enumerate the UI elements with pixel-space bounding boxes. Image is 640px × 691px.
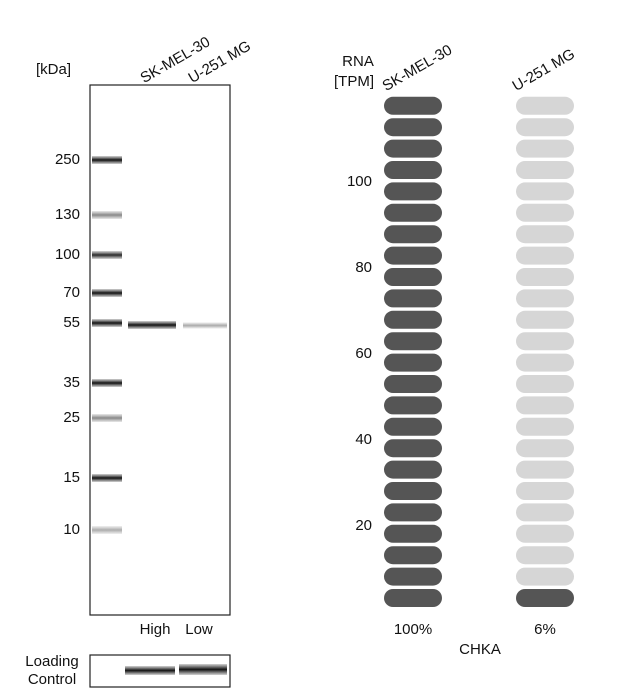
tpm-pill [516,524,574,543]
y-tick-label: 60 [355,345,372,362]
tpm-pill [516,417,574,436]
tpm-pill [516,460,574,479]
tpm-pill [516,203,574,222]
marker-label: 35 [63,374,80,391]
tpm-pill [516,289,574,308]
unit-label: [kDa] [36,61,71,78]
sample-label: U-251 MG [509,46,577,95]
marker-label: 10 [63,521,80,538]
ladder-band [92,251,122,259]
tpm-pill [384,161,442,179]
band [179,664,227,675]
tpm-pill [516,546,574,565]
band [128,321,176,329]
tpm-pill [516,310,574,329]
ladder-band [92,379,122,387]
tpm-pill [516,375,574,393]
sample-label: SK-MEL-30 [379,41,455,94]
gene-label: CHKA [459,641,501,658]
tpm-pill [516,589,574,607]
ladder-band [92,211,122,219]
tpm-pill [384,417,442,436]
tpm-pill [516,567,574,586]
tpm-pill [384,268,442,286]
percent-label: 100% [394,621,432,638]
band [125,666,175,675]
loading-label: Control [28,671,76,688]
tpm-pill [384,118,442,137]
ladder-band [92,319,122,327]
ladder-band [92,289,122,297]
percent-label: 6% [534,621,556,638]
tpm-pill [516,246,574,265]
tpm-pill [516,396,574,415]
tpm-pill [516,182,574,201]
ladder-band [92,414,122,422]
loading-label: Loading [25,653,78,670]
tpm-pill [516,353,574,372]
tpm-pill [384,182,442,201]
ladder-band [92,526,122,534]
tpm-pill [516,503,574,522]
tpm-pill [384,375,442,393]
tpm-pill [516,225,574,244]
tpm-pill [384,460,442,479]
tpm-pill [516,439,574,458]
tpm-pill [516,161,574,179]
tpm-pill [384,310,442,329]
tpm-pill [516,482,574,500]
tpm-pill [516,268,574,286]
marker-label: 25 [63,409,80,426]
tpm-pill [384,139,442,158]
marker-label: 15 [63,469,80,486]
y-tick-label: 40 [355,431,372,448]
marker-label: 55 [63,314,80,331]
tpm-pill [516,332,574,351]
tpm-pill [384,589,442,607]
tpm-pill [384,396,442,415]
tpm-pill [516,96,574,115]
tpm-pill [516,118,574,137]
tpm-pill [384,246,442,265]
y-tick-label: 80 [355,259,372,276]
lane-level: High [140,621,171,638]
tpm-pill [384,203,442,222]
tpm-pill [384,567,442,586]
ladder-band [92,474,122,482]
lane-level: Low [185,621,213,638]
tpm-pill [384,96,442,115]
band [183,322,227,329]
tpm-pill [384,289,442,308]
marker-label: 130 [55,206,80,223]
tpm-pill [384,524,442,543]
ladder-band [92,156,122,164]
tpm-pill [384,225,442,244]
tpm-pill [384,439,442,458]
tpm-pill [384,546,442,565]
blot-frame [89,84,231,616]
tpm-pill [516,139,574,158]
y-tick-label: 100 [347,173,372,190]
y-tick-label: 20 [355,517,372,534]
axis-label: [TPM] [334,73,374,90]
axis-label: RNA [342,53,374,70]
marker-label: 250 [55,151,80,168]
tpm-pill [384,503,442,522]
tpm-pill [384,353,442,372]
marker-label: 70 [63,284,80,301]
tpm-pill [384,482,442,500]
marker-label: 100 [55,246,80,263]
tpm-pill [384,332,442,351]
